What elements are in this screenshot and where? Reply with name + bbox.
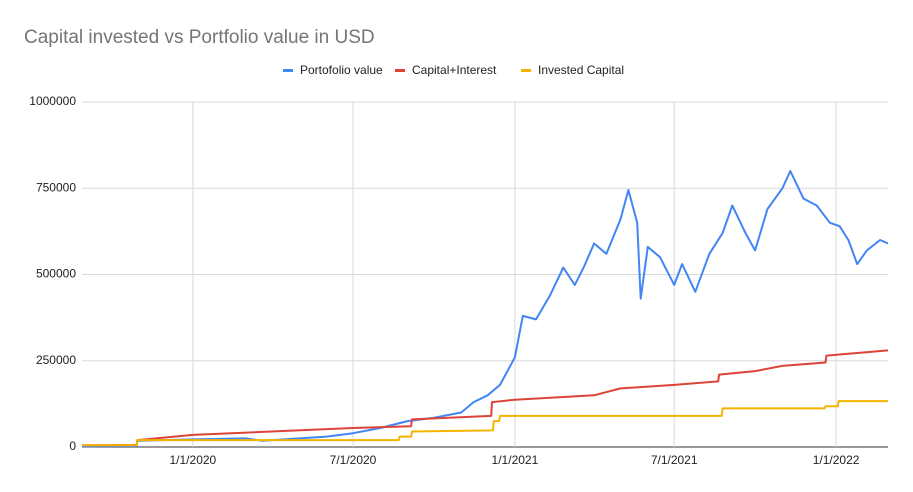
y-tick-label: 0 — [69, 439, 76, 453]
legend-swatch — [283, 69, 293, 72]
y-tick-label: 750000 — [36, 180, 76, 194]
x-tick-label: 7/1/2021 — [651, 453, 698, 467]
y-tick-label: 500000 — [36, 267, 76, 281]
legend-label: Capital+Interest — [412, 63, 497, 77]
chart-title: Capital invested vs Portfolio value in U… — [24, 27, 375, 48]
legend-swatch — [395, 69, 405, 72]
legend-label: Invested Capital — [538, 63, 624, 77]
y-tick-label: 1000000 — [29, 94, 76, 108]
series-line — [81, 170, 889, 448]
legend-swatch — [521, 69, 531, 72]
series-line — [81, 349, 889, 447]
x-tick-label: 1/1/2022 — [813, 453, 860, 467]
x-tick-label: 7/1/2020 — [330, 453, 377, 467]
x-tick-label: 1/1/2021 — [492, 453, 539, 467]
legend-label: Portofolio value — [300, 63, 383, 77]
y-tick-label: 250000 — [36, 353, 76, 367]
series-line — [82, 400, 888, 447]
legend: Portofolio value Capital+Interest Invested… — [283, 63, 624, 77]
x-tick-label: 1/1/2020 — [170, 453, 217, 467]
